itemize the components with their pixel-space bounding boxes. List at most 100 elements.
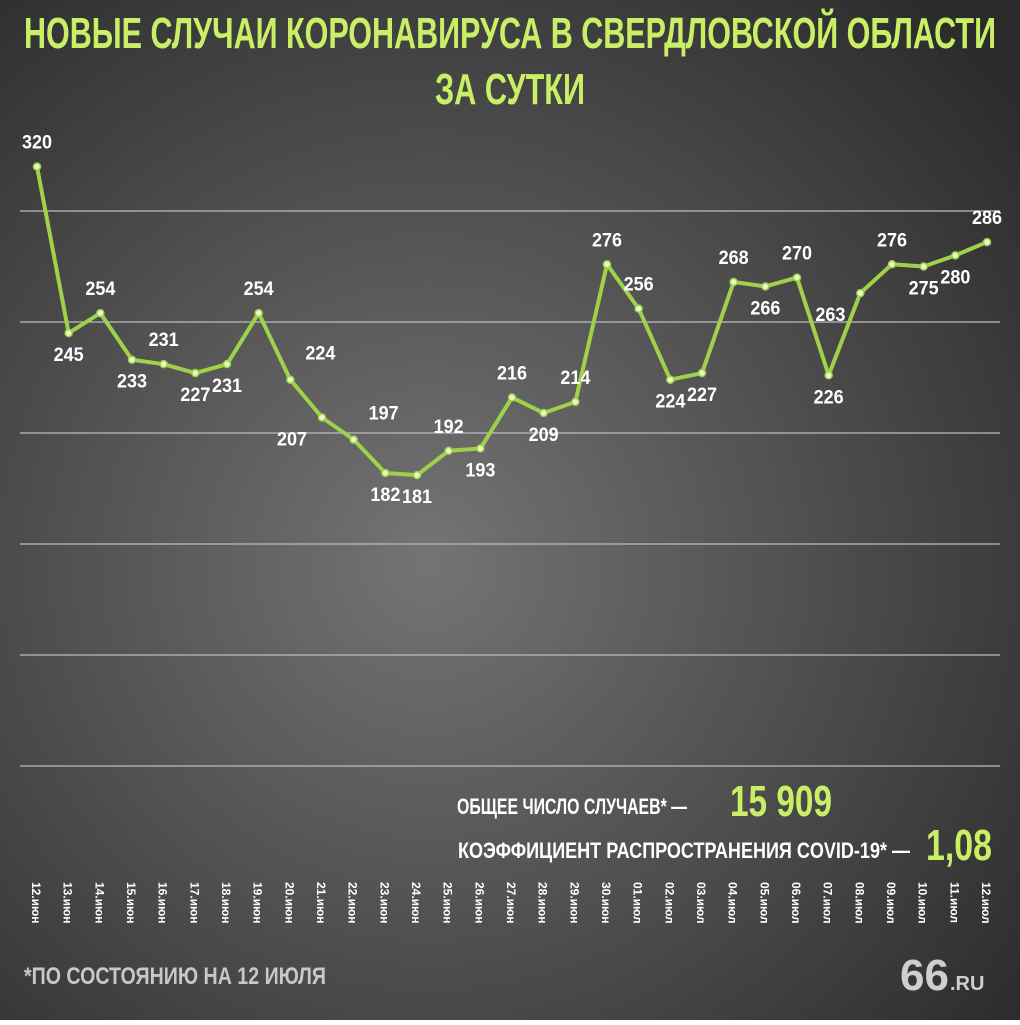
data-point (856, 288, 865, 298)
x-tick-label: 06.июл (789, 882, 803, 924)
x-tick-label: 27.июн (504, 882, 518, 924)
data-point (729, 277, 738, 287)
footnote: *ПО СОСТОЯНИЮ НА 12 ИЮЛЯ (24, 963, 326, 990)
value-label: 224 (305, 344, 335, 365)
chart-subtitle: ЗА СУТКИ (435, 65, 585, 114)
x-tick-label: 30.июн (599, 882, 613, 924)
value-label: 182 (370, 485, 400, 506)
value-label: 275 (909, 279, 939, 300)
data-point (792, 273, 802, 282)
data-point (761, 282, 770, 291)
value-label: 181 (402, 487, 432, 508)
data-point (381, 468, 390, 478)
data-point (349, 435, 358, 444)
data-point (96, 308, 105, 318)
value-label: 254 (85, 279, 115, 300)
annotation-label: КОЭФФИЦИЕНТ РАСПРОСТРАНЕНИЯ COVID-19* — (458, 838, 910, 863)
data-point (64, 328, 73, 338)
data-point (286, 375, 295, 384)
x-tick-label: 02.июл (662, 882, 676, 924)
value-label: 227 (687, 385, 717, 406)
value-label: 266 (750, 298, 780, 319)
value-label: 233 (117, 372, 147, 393)
x-tick-label: 05.июл (757, 882, 771, 924)
annotation-label: ОБЩЕЕ ЧИСЛО СЛУЧАЕВ* — (457, 794, 687, 819)
value-label: 207 (277, 429, 307, 450)
data-point (919, 262, 928, 271)
value-label: 197 (369, 404, 399, 425)
value-label: 263 (815, 305, 845, 326)
value-label: 226 (814, 387, 844, 408)
x-tick-label: 12.июн (29, 882, 43, 924)
data-point (951, 251, 960, 260)
data-point (602, 260, 612, 269)
x-tick-label: 16.июн (156, 882, 170, 924)
chart-title: НОВЫЕ СЛУЧАИ КОРОНАВИРУСА В СВЕРДЛОВСКОЙ… (24, 7, 996, 58)
x-tick-label: 21.июн (314, 882, 328, 924)
data-point (127, 355, 137, 364)
x-tick-label: 28.июн (536, 882, 550, 924)
x-tick-label: 25.июн (441, 882, 455, 924)
value-label: 280 (940, 267, 970, 288)
x-tick-label: 04.июл (726, 882, 740, 924)
data-point (222, 359, 232, 369)
annotation-value: 15 909 (730, 777, 832, 826)
value-label: 231 (212, 376, 242, 397)
data-point (507, 393, 517, 402)
value-label: 227 (180, 385, 210, 406)
x-tick-label: 07.июл (821, 882, 835, 924)
x-tick-label: 15.июн (124, 882, 138, 924)
x-tick-label: 08.июл (852, 882, 866, 924)
data-point (634, 304, 643, 313)
data-point (159, 359, 168, 369)
x-tick-label: 14.июн (92, 882, 106, 924)
value-label: 286 (972, 208, 1002, 229)
data-point (887, 260, 897, 269)
x-tick-label: 23.июн (377, 882, 391, 924)
x-tick-label: 24.июн (409, 882, 423, 924)
data-point (476, 444, 485, 453)
logo-domain: .RU (950, 973, 984, 995)
value-label: 256 (624, 275, 654, 296)
value-label: 320 (22, 133, 52, 154)
x-tick-label: 22.июн (346, 882, 360, 924)
value-label: 276 (877, 230, 907, 251)
data-point (982, 237, 992, 247)
data-point (697, 368, 707, 378)
value-label: 268 (719, 248, 749, 269)
x-tick-label: 18.июн (219, 882, 233, 924)
x-tick-label: 19.июн (251, 882, 265, 924)
value-label: 214 (560, 368, 590, 389)
x-tick-label: 12.июл (979, 882, 993, 924)
value-label: 245 (54, 345, 84, 366)
x-tick-label: 10.июл (916, 882, 930, 924)
x-tick-label: 01.июл (631, 882, 645, 924)
value-label: 276 (592, 230, 622, 251)
x-tick-label: 20.июн (282, 882, 296, 924)
x-tick-label: 29.июн (567, 882, 581, 924)
data-point (444, 446, 453, 456)
value-label: 209 (529, 425, 559, 446)
x-tick-label: 17.июн (187, 882, 201, 924)
x-tick-label: 11.июл (947, 882, 961, 923)
data-point (412, 470, 422, 480)
value-label: 192 (434, 417, 464, 438)
data-point (824, 371, 833, 380)
data-point (317, 413, 327, 422)
value-label: 216 (497, 363, 527, 384)
x-tick-label: 26.июн (472, 882, 486, 924)
data-point (571, 397, 580, 407)
data-point (191, 368, 200, 378)
data-point (666, 375, 675, 384)
value-label: 254 (244, 279, 274, 300)
data-point (539, 408, 548, 418)
value-label: 193 (465, 461, 495, 482)
data-point (32, 162, 42, 171)
x-tick-label: 03.июл (694, 882, 708, 924)
x-tick-label: 09.июл (884, 882, 898, 924)
logo: 66 (900, 951, 949, 1000)
annotation-value: 1,08 (926, 821, 992, 870)
value-label: 270 (782, 244, 812, 265)
